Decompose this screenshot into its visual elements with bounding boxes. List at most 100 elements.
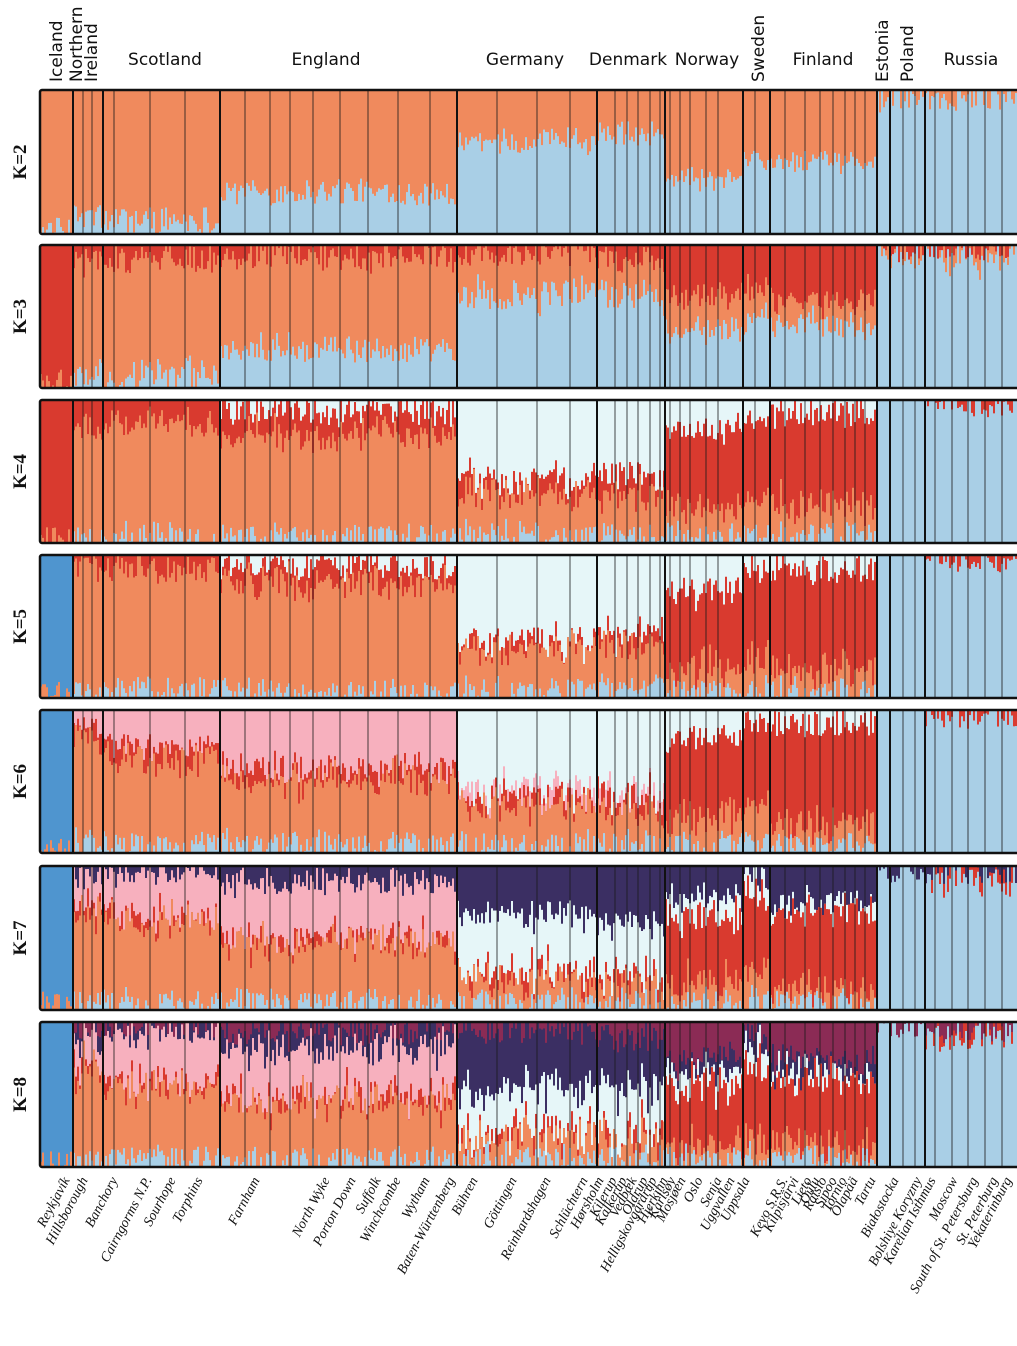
ancestry-bar-segment xyxy=(197,400,200,427)
ancestry-bar-segment xyxy=(792,245,795,297)
ancestry-bar-segment xyxy=(609,135,612,235)
country-label-northern-ireland: NorthernIreland xyxy=(67,7,102,82)
ancestry-bar-segment xyxy=(302,400,305,417)
ancestry-bar-segment xyxy=(661,134,664,235)
ancestry-bar-segment xyxy=(197,245,200,267)
ancestry-bar-segment xyxy=(232,585,235,699)
ancestry-bar-segment xyxy=(767,90,770,161)
ancestry-bar-segment xyxy=(885,250,888,256)
ancestry-bar-segment xyxy=(390,245,393,267)
ancestry-bar-segment xyxy=(370,572,373,692)
ancestry-bar-segment xyxy=(631,264,634,301)
ancestry-bar-segment xyxy=(820,400,823,406)
ancestry-bar-segment xyxy=(183,368,186,389)
ancestry-bar-segment xyxy=(125,245,128,273)
ancestry-bar-segment xyxy=(846,163,849,235)
ancestry-bar-segment xyxy=(611,251,614,288)
ancestry-bar-segment xyxy=(410,261,413,355)
ancestry-bar-segment xyxy=(81,213,84,235)
ancestry-bar-segment xyxy=(316,413,319,427)
ancestry-bar-segment xyxy=(818,90,821,157)
ancestry-bar-segment xyxy=(105,570,108,688)
ancestry-bar-segment xyxy=(515,90,518,142)
ancestry-bar-segment xyxy=(382,555,385,579)
ancestry-bar-segment xyxy=(384,357,387,389)
ancestry-bar-segment xyxy=(274,555,277,569)
ancestry-bar-segment xyxy=(505,261,508,310)
ancestry-bar-segment xyxy=(424,90,427,185)
ancestry-bar-segment xyxy=(428,90,431,206)
ancestry-bar-segment xyxy=(290,354,293,389)
ancestry-bar-segment xyxy=(390,555,393,558)
ancestry-bar-segment xyxy=(242,555,245,573)
ancestry-bar-segment xyxy=(929,400,932,544)
ancestry-bar-segment xyxy=(380,90,383,190)
ancestry-bar-segment xyxy=(282,350,285,389)
ancestry-bar-segment xyxy=(599,122,602,235)
ancestry-bar-segment xyxy=(272,431,275,544)
ancestry-bar-segment xyxy=(294,555,297,576)
ancestry-bar-segment xyxy=(169,245,172,370)
ancestry-bar-segment xyxy=(872,306,875,330)
group-sweden xyxy=(743,90,772,235)
ancestry-bar-segment xyxy=(109,371,112,389)
ancestry-bar-segment xyxy=(603,400,606,464)
ancestry-bar-segment xyxy=(410,438,413,544)
ancestry-bar-segment xyxy=(687,499,690,531)
ancestry-bar-segment xyxy=(931,90,934,97)
ancestry-bar-segment xyxy=(597,245,600,269)
ancestry-bar-segment xyxy=(751,154,754,235)
ancestry-bar-segment xyxy=(246,528,249,544)
ancestry-bar-segment xyxy=(529,498,532,534)
ancestry-bar-segment xyxy=(818,400,821,422)
k-label: K=4 xyxy=(10,453,31,489)
ancestry-bar-segment xyxy=(617,307,620,389)
ancestry-bar-segment xyxy=(709,512,712,544)
ancestry-bar-segment xyxy=(163,555,166,578)
ancestry-bar-segment xyxy=(507,146,510,235)
ancestry-bar-segment xyxy=(939,402,942,544)
ancestry-bar-segment xyxy=(753,428,756,503)
ancestry-bar-segment xyxy=(571,490,574,512)
ancestry-bar-segment xyxy=(396,90,399,202)
ancestry-bar-segment xyxy=(328,90,331,195)
ancestry-bar-segment xyxy=(963,95,966,235)
ancestry-bar-segment xyxy=(388,427,391,527)
ancestry-bar-segment xyxy=(790,327,793,389)
ancestry-bar-segment xyxy=(693,437,696,517)
ancestry-bar-segment xyxy=(655,260,658,290)
ancestry-bar-segment xyxy=(491,400,494,479)
ancestry-bar-segment xyxy=(213,400,216,433)
ancestry-bar-segment xyxy=(354,691,357,699)
ancestry-bar-segment xyxy=(97,376,100,389)
ancestry-bar-segment xyxy=(205,207,208,235)
ancestry-bar-segment xyxy=(234,419,237,444)
ancestry-bar-segment xyxy=(571,400,574,492)
ancestry-bar-segment xyxy=(346,440,349,529)
ancestry-bar-segment xyxy=(127,555,130,578)
ancestry-bar-segment xyxy=(346,338,349,389)
ancestry-bar-segment xyxy=(872,400,875,422)
ancestry-bar-segment xyxy=(525,295,528,389)
ancestry-bar-segment xyxy=(238,569,241,595)
ancestry-bar-segment xyxy=(1007,404,1010,544)
ancestry-bar-segment xyxy=(699,330,702,389)
ancestry-bar-segment xyxy=(834,245,837,301)
ancestry-bar-segment xyxy=(687,90,690,170)
ancestry-bar-segment xyxy=(997,400,1000,405)
ancestry-bar-segment xyxy=(123,688,126,699)
ancestry-bar-segment xyxy=(264,575,267,693)
ancestry-bar-segment xyxy=(757,420,760,506)
ancestry-bar-segment xyxy=(943,400,946,410)
ancestry-bar-segment xyxy=(621,245,624,273)
ancestry-bar-segment xyxy=(386,581,389,699)
ancestry-bar-segment xyxy=(336,245,339,258)
ancestry-bar-segment xyxy=(234,183,237,235)
ancestry-bar-segment xyxy=(645,510,648,544)
ancestry-bar-segment xyxy=(452,199,455,235)
ancestry-bar-segment xyxy=(175,245,178,267)
ancestry-bar-segment xyxy=(961,400,964,405)
ancestry-bar-segment xyxy=(308,577,311,603)
ancestry-bar-segment xyxy=(881,90,884,235)
ancestry-bar-segment xyxy=(703,245,706,285)
